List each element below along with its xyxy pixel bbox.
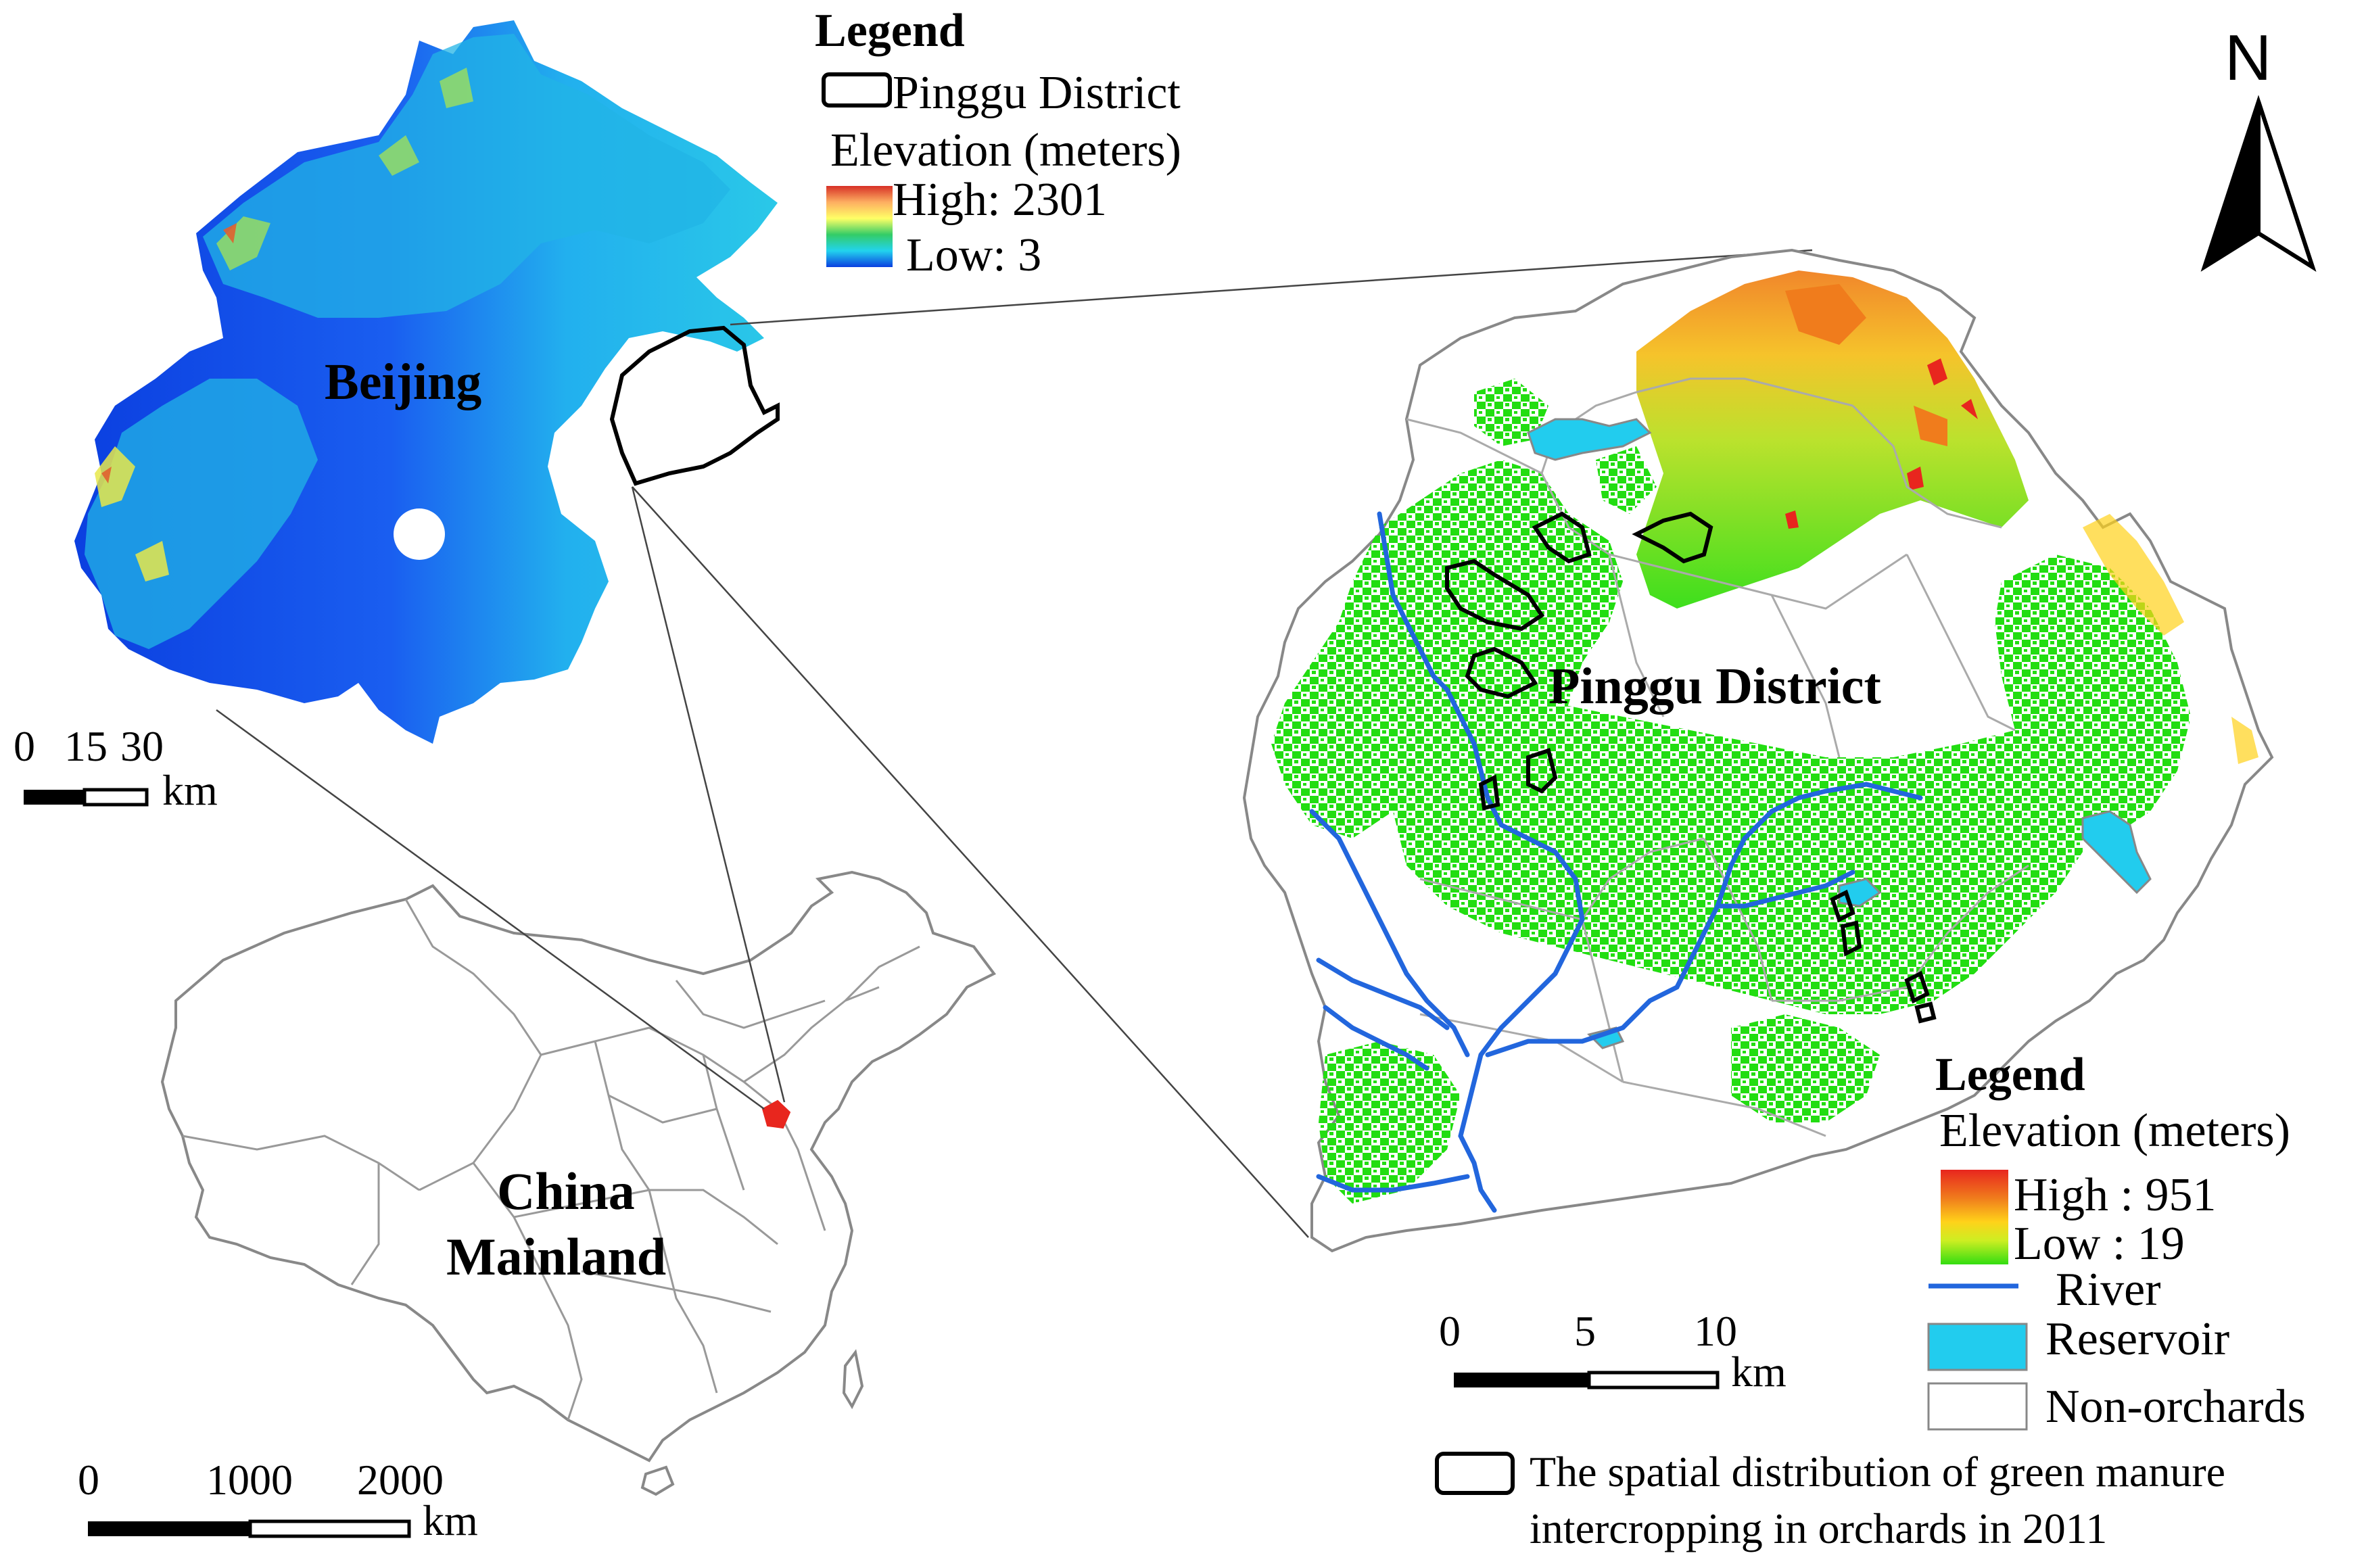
- river-tributary-2: [1316, 957, 1450, 1030]
- river-south: [1316, 1174, 1470, 1193]
- township-boundaries: [1406, 377, 2029, 1137]
- beijing-scale-bar: 0 15 30 km: [14, 722, 218, 814]
- china-scale-tick-2000: 2000: [357, 1456, 444, 1504]
- non-orchards-legend-symbol: [1927, 1382, 2028, 1431]
- intercropping-area-8: [1904, 970, 1937, 1024]
- china-map: [160, 870, 997, 1496]
- beijing-legend-elevation-title: Elevation (meters): [830, 124, 1181, 176]
- connector-pinggu-top: [730, 249, 1813, 326]
- intercropping-area-5: [1526, 748, 1558, 794]
- pinggu-scale-tick-0: 0: [1439, 1307, 1461, 1355]
- china-label-line2: Mainland: [446, 1227, 666, 1286]
- china-scale-tick-0: 0: [78, 1456, 99, 1504]
- intercropping-areas: [1445, 511, 1937, 1024]
- china-outline: [160, 870, 997, 1463]
- connector-beijing-to-china-2: [631, 486, 786, 1103]
- intercropping-area-7: [1830, 889, 1862, 957]
- reservoir-north: [1527, 418, 1652, 461]
- hainan-island: [640, 1465, 675, 1496]
- beijing-scale-tick-15: 15: [64, 722, 108, 770]
- beijing-legend-high: High: 2301: [893, 174, 1107, 226]
- beijing-scale-white: [82, 788, 149, 807]
- pinggu-scale-unit: km: [1731, 1348, 1787, 1396]
- taiwan-island: [842, 1349, 864, 1410]
- china-scale-bar: 0 1000 2000 km: [78, 1456, 478, 1544]
- intercropping-area-6: [1478, 774, 1500, 811]
- beijing-legend-title: Legend: [815, 5, 965, 57]
- northwest-peaks: [216, 68, 473, 270]
- pinggu-label: Pinggu District: [1548, 658, 1881, 715]
- north-arrow-label: N: [2225, 22, 2271, 94]
- beijing-scale-unit: km: [162, 766, 218, 814]
- pinggu-legend-low: Low : 19: [2014, 1218, 2185, 1270]
- connector-pinggu-bottom: [632, 486, 1309, 1238]
- connector-beijing-to-china-1: [216, 709, 765, 1110]
- river-tributary-3: [1323, 1005, 1429, 1071]
- pinggu-legend-river: River: [2056, 1264, 2161, 1316]
- beijing-legend-low: Low: 3: [906, 229, 1041, 281]
- rivers: [1309, 511, 1923, 1213]
- pinggu-legend-non-orchards: Non-orchards: [2045, 1381, 2306, 1433]
- northern-mountains: [203, 34, 730, 318]
- urban-core: [394, 508, 445, 560]
- pinggu-scale-bar: 0 5 10 km: [1439, 1307, 1787, 1396]
- china-scale-tick-1000: 1000: [206, 1456, 293, 1504]
- pinggu-legend-elevation-title: Elevation (meters): [1939, 1105, 2290, 1157]
- pinggu-legend-intercropping-line1: The spatial distribution of green manure: [1530, 1448, 2225, 1496]
- pinggu-legend-intercropping-line2: intercropping in orchards in 2011: [1530, 1504, 2107, 1552]
- beijing-label: Beijing: [325, 354, 481, 410]
- pinggu-legend-title: Legend: [1935, 1049, 2085, 1101]
- pinggu-scale-tick-5: 5: [1574, 1307, 1596, 1355]
- pinggu-boundary-beijing: [609, 325, 780, 486]
- connector-lines: [216, 249, 1813, 1238]
- china-scale-unit: km: [423, 1496, 478, 1544]
- pinggu-scale-black: [1454, 1373, 1589, 1387]
- beijing-scale-black: [24, 790, 85, 805]
- north-arrow-outline: [2200, 95, 2317, 272]
- pinggu-peak-orange: [1785, 284, 1947, 446]
- southwest-peaks: [95, 446, 169, 581]
- pinggu-legend-high: High : 951: [2014, 1169, 2216, 1221]
- beijing-scale-tick-0: 0: [14, 722, 35, 770]
- china-label-line1: China: [497, 1162, 635, 1220]
- pinggu-boundary-symbol: [822, 72, 892, 108]
- pinggu-legend-reservoir: Reservoir: [2045, 1313, 2229, 1365]
- orchard-area-east: [1995, 554, 2191, 838]
- intercropping-area-4: [1465, 646, 1538, 699]
- orchard-area-south: [1319, 1014, 1880, 1204]
- beijing-map: Beijing: [74, 20, 780, 744]
- china-scale-black: [88, 1521, 250, 1536]
- beijing-scale-tick-30: 30: [120, 722, 164, 770]
- china-scale-white: [248, 1519, 411, 1538]
- china-labels: China Mainland: [446, 1162, 666, 1286]
- river-tributary-1: [1309, 809, 1470, 1058]
- pinggu-north-elevation: [1636, 270, 2029, 609]
- north-arrow: N: [2200, 22, 2317, 272]
- orchard-area-central: [1393, 703, 2083, 1014]
- intercropping-legend-symbol: [1435, 1452, 1515, 1495]
- pinggu-map: Pinggu District: [1242, 248, 2274, 1253]
- intercropping-area-3: [1445, 559, 1545, 632]
- reservoir-legend-symbol: [1927, 1323, 2028, 1371]
- reservoir-east: [2081, 810, 2152, 895]
- beijing-legend: Legend Pinggu District Elevation (meters…: [815, 5, 1181, 281]
- pinggu-scale-tick-10: 10: [1694, 1307, 1737, 1355]
- pinggu-east-elevation: [2083, 514, 2258, 764]
- beijing-location-highlight: [761, 1099, 791, 1129]
- pinggu-legend: Legend Elevation (meters) High : 951 Low…: [1435, 1049, 2306, 1552]
- river-east-branch: [1715, 870, 1855, 909]
- river-west: [1377, 511, 1585, 1213]
- beijing-elevation-ramp: [826, 186, 893, 267]
- intercropping-area-2: [1632, 511, 1713, 564]
- province-boundaries: [182, 899, 920, 1421]
- reservoirs: [1527, 418, 2152, 1049]
- beijing-legend-boundary-label: Pinggu District: [893, 67, 1181, 119]
- intercropping-area-1: [1532, 511, 1592, 564]
- pinggu-scale-white: [1587, 1371, 1720, 1389]
- pinggu-elevation-ramp: [1941, 1170, 2008, 1264]
- western-mountains: [85, 379, 318, 649]
- orchard-area-northwest: [1474, 379, 1657, 514]
